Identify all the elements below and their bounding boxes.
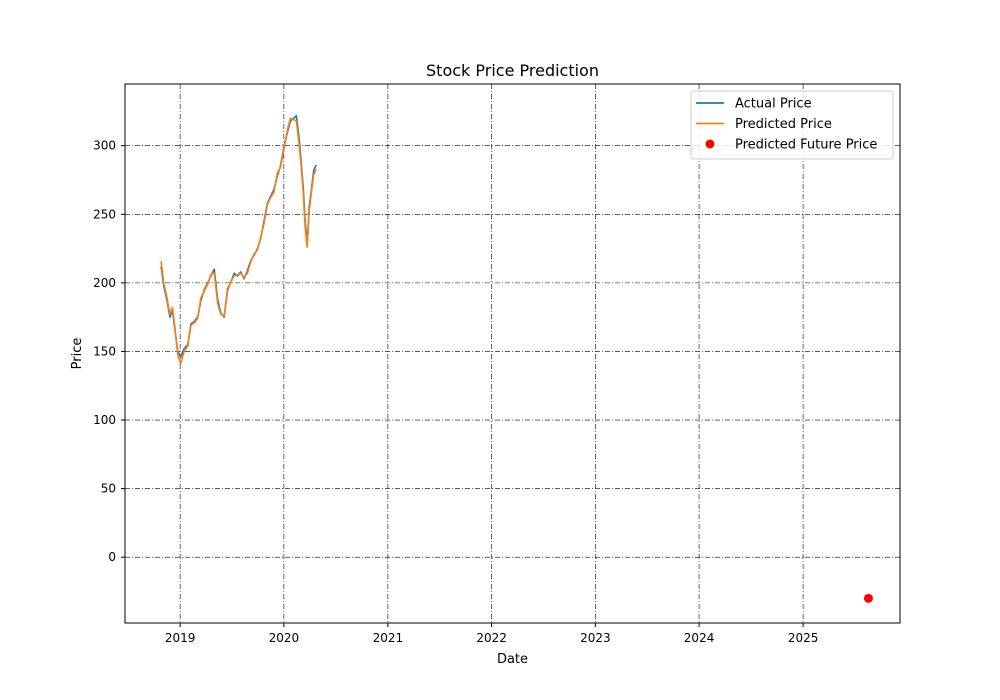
grid-lines: [125, 84, 900, 623]
y-tick-label: 50: [101, 482, 116, 496]
y-tick-label: 300: [93, 139, 116, 153]
predicted-price-line: [160, 117, 317, 365]
chart-title: Stock Price Prediction: [426, 61, 599, 80]
series-layer: [160, 114, 873, 603]
x-tick-label: 2023: [580, 631, 611, 645]
y-tick-label: 250: [93, 207, 116, 221]
plot-border: [124, 83, 901, 624]
legend-box: [690, 90, 894, 160]
predicted-future-price-point: [863, 593, 873, 603]
y-tick-label: 200: [93, 276, 116, 290]
x-tick-label: 2024: [684, 631, 715, 645]
y-tick-label: 0: [108, 550, 116, 564]
legend-swatch-predicted-future-price: [705, 139, 715, 149]
x-tick-label: 2019: [165, 631, 196, 645]
y-tick-label: 100: [93, 413, 116, 427]
legend-label-actual-price: Actual Price: [735, 97, 812, 112]
y-axis-label: Price: [70, 338, 85, 370]
x-axis-label: Date: [497, 652, 528, 667]
axis-ticks: 2019 2020 2021 2022 2023 2024 2025 0 50 100 150 200…: [93, 139, 818, 645]
y-tick-label: 150: [93, 344, 116, 358]
x-tick-label: 2021: [373, 631, 404, 645]
x-tick-label: 2020: [269, 631, 300, 645]
plot-frame: [124, 83, 901, 624]
legend-label-predicted-price: Predicted Price: [735, 117, 832, 132]
x-tick-label: 2025: [788, 631, 819, 645]
legend: Actual Price Predicted Price Predicted Fut…: [690, 90, 894, 160]
legend-label-predicted-future-price: Predicted Future Price: [735, 138, 877, 153]
actual-price-line: [160, 114, 317, 358]
x-tick-label: 2022: [476, 631, 507, 645]
